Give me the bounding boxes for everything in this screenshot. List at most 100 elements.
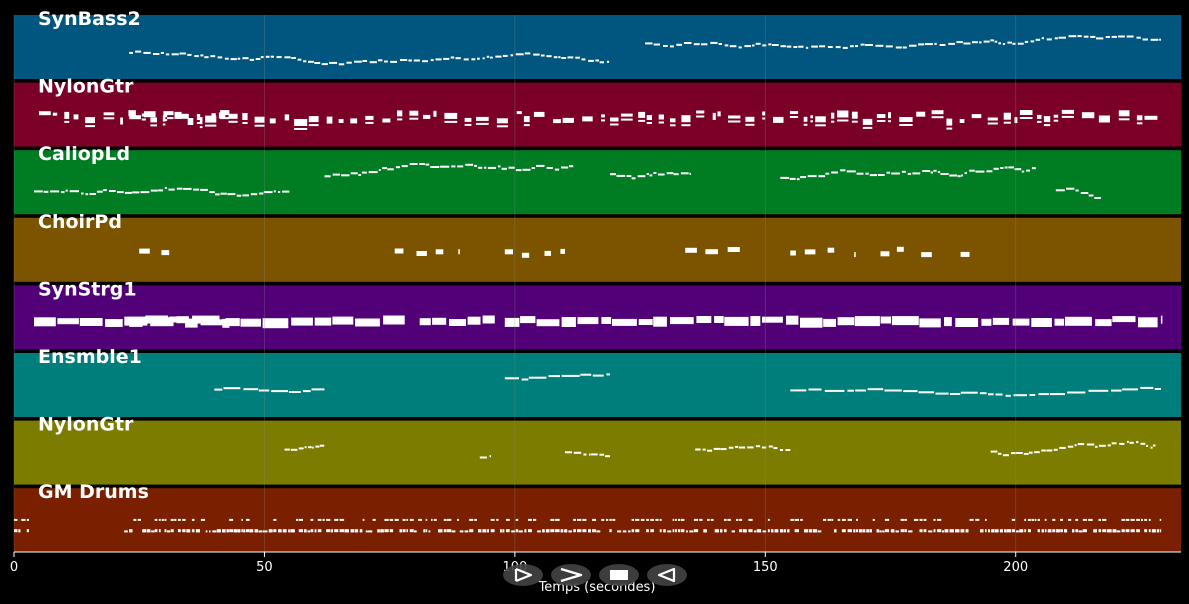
midi-note — [678, 529, 681, 533]
midi-note — [124, 530, 128, 533]
rewind-button[interactable] — [647, 564, 687, 586]
midi-note — [846, 170, 856, 173]
track-label: SynBass2 — [38, 8, 141, 30]
midi-note — [443, 518, 447, 521]
midi-note — [847, 389, 854, 392]
midi-note — [638, 119, 646, 122]
midi-note — [979, 41, 982, 44]
midi-note — [422, 60, 428, 63]
track-lane-background — [14, 217, 1181, 282]
midi-note — [423, 529, 426, 533]
midi-note — [167, 117, 174, 120]
midi-note — [720, 529, 723, 533]
midi-note — [269, 118, 276, 124]
midi-note — [1077, 35, 1082, 38]
midi-note — [402, 529, 406, 533]
midi-note — [837, 317, 855, 326]
midi-note — [908, 530, 913, 533]
midi-note — [960, 529, 965, 533]
stop-button[interactable] — [599, 564, 639, 586]
midi-note — [241, 529, 243, 533]
midi-note — [135, 50, 142, 53]
midi-note — [789, 116, 799, 118]
midi-note — [1065, 316, 1092, 326]
midi-note — [1107, 529, 1112, 533]
midi-note — [789, 177, 796, 180]
midi-note — [26, 529, 29, 533]
midi-note — [948, 42, 955, 45]
midi-note — [1034, 451, 1040, 454]
midi-note — [987, 122, 998, 125]
midi-note — [162, 123, 166, 126]
midi-note — [176, 187, 183, 190]
midi-note — [800, 518, 803, 521]
midi-note — [601, 119, 605, 122]
midi-note — [931, 116, 944, 119]
midi-note — [693, 518, 699, 521]
midi-note — [209, 530, 211, 533]
midi-note — [361, 171, 367, 174]
midi-note — [486, 55, 490, 58]
midi-note — [631, 529, 635, 533]
midi-note — [430, 59, 434, 62]
midi-note — [471, 58, 476, 61]
midi-note — [1061, 109, 1074, 114]
midi-note — [344, 529, 349, 533]
midi-note — [681, 124, 691, 127]
midi-note — [350, 172, 358, 175]
midi-note — [963, 42, 971, 45]
midi-note — [89, 193, 96, 195]
midi-note — [282, 190, 290, 193]
midi-note — [383, 315, 405, 325]
midi-note — [372, 518, 376, 521]
midi-note — [827, 247, 835, 253]
midi-note — [354, 529, 359, 533]
midi-note — [841, 518, 846, 521]
midi-note — [158, 189, 163, 192]
midi-note — [884, 518, 890, 521]
midi-note — [609, 518, 612, 521]
midi-note — [685, 247, 697, 253]
midi-note — [693, 529, 699, 533]
midi-note — [501, 167, 507, 170]
midi-note — [601, 114, 605, 118]
midi-note — [994, 40, 998, 43]
midi-note — [490, 529, 495, 533]
midi-note — [635, 518, 640, 521]
midi-note — [1077, 443, 1085, 446]
midi-note — [310, 529, 314, 533]
midi-note — [1086, 443, 1095, 446]
midi-note — [346, 61, 352, 64]
midi-note — [1090, 35, 1096, 38]
midi-note — [900, 529, 905, 533]
midi-note — [670, 317, 694, 325]
midi-note — [689, 530, 694, 533]
midi-note — [515, 53, 524, 56]
midi-note — [200, 54, 204, 57]
play-from-start-button[interactable] — [503, 564, 543, 586]
stop-square-icon — [610, 570, 628, 580]
midi-note — [225, 318, 240, 327]
midi-note — [876, 529, 880, 533]
midi-note — [298, 518, 303, 521]
midi-note — [496, 125, 508, 128]
midi-note — [739, 529, 743, 533]
midi-note — [408, 59, 412, 62]
midi-note — [326, 529, 331, 533]
midi-note — [137, 518, 141, 521]
midi-note — [228, 120, 238, 123]
midi-note — [919, 518, 923, 521]
play-button[interactable] — [551, 564, 591, 586]
midi-note — [294, 119, 308, 126]
midi-note — [606, 60, 610, 63]
midi-note — [561, 57, 567, 59]
midi-note — [464, 117, 472, 122]
midi-note — [856, 172, 864, 175]
midi-note — [596, 530, 601, 533]
midi-note — [1019, 110, 1033, 115]
midi-note — [242, 113, 248, 120]
midi-note — [531, 167, 535, 169]
midi-note — [271, 390, 288, 393]
midi-note — [606, 373, 610, 376]
midi-note — [922, 170, 931, 172]
